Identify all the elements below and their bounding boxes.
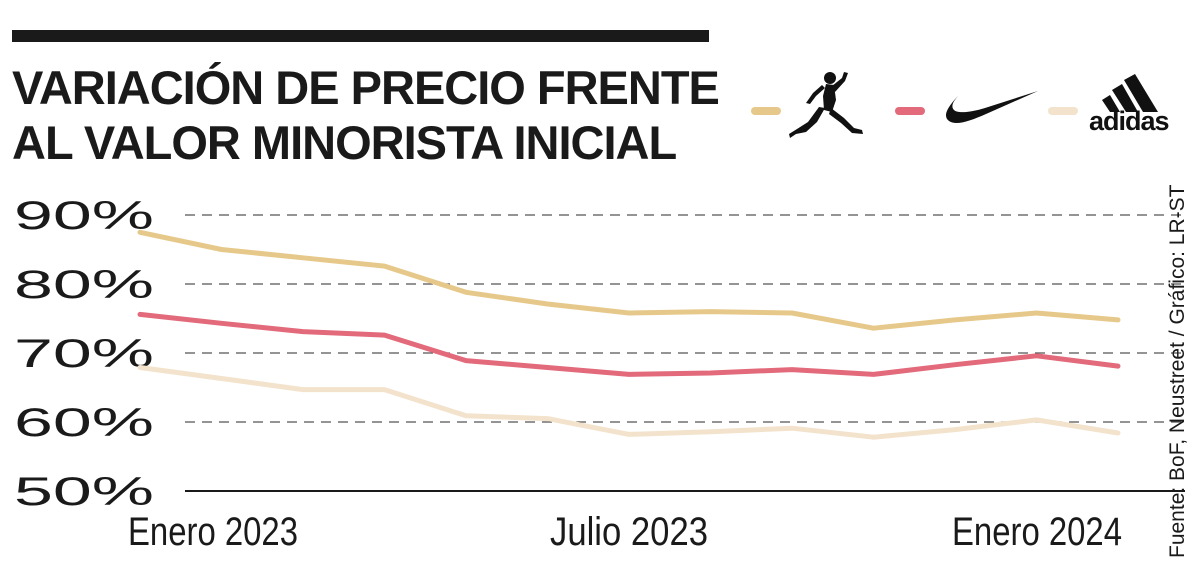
- y-tick-label: 60%: [14, 401, 154, 445]
- series-line-jordan: [137, 229, 1121, 331]
- adidas-logo-icon: [1102, 74, 1158, 112]
- series-line-adidas: [137, 365, 1121, 440]
- y-tick-label: 70%: [14, 332, 154, 376]
- source-credit: Fuente: BoF, Neustreet / Gráfico: LR-ST: [1166, 184, 1189, 558]
- nike-swoosh-logo-icon: [946, 91, 1038, 124]
- chart-title-line-1: VARIACIÓN DE PRECIO FRENTE: [12, 61, 720, 114]
- chart-title-line-2: AL VALOR MINORISTA INICIAL: [12, 116, 677, 169]
- jumpman-logo-icon: [789, 72, 863, 138]
- x-tick-label: Enero 2023: [128, 510, 298, 554]
- x-tick-label: Julio 2023: [550, 510, 708, 554]
- legend-swatch-jordan: [751, 107, 781, 115]
- series-line-nike: [137, 311, 1121, 377]
- x-axis-ticks: Enero 2023 Julio 2023 Enero 2024: [128, 510, 1122, 554]
- legend-swatch-nike: [895, 107, 925, 115]
- y-tick-label: 80%: [14, 263, 154, 307]
- top-rule: [12, 30, 709, 42]
- legend-swatch-adidas: [1048, 107, 1078, 115]
- x-tick-label: Enero 2024: [952, 510, 1122, 554]
- y-axis-ticks: 50% 60% 70% 80% 90%: [14, 194, 154, 514]
- y-tick-label: 50%: [14, 470, 154, 514]
- series-lines: [137, 229, 1121, 440]
- chart-title: VARIACIÓN DE PRECIO FRENTE AL VALOR MINO…: [12, 60, 732, 170]
- y-tick-label: 90%: [14, 194, 154, 238]
- adidas-logo-wordmark: adidas: [1089, 106, 1170, 136]
